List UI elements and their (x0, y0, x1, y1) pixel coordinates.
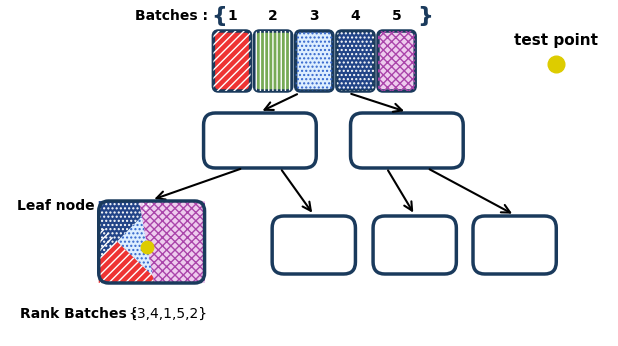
Text: 5: 5 (392, 9, 402, 23)
Text: 3: 3 (310, 9, 319, 23)
FancyBboxPatch shape (373, 216, 456, 274)
FancyBboxPatch shape (203, 113, 316, 168)
Text: test point: test point (514, 34, 598, 48)
FancyBboxPatch shape (99, 201, 205, 283)
Text: Batches :: Batches : (135, 9, 208, 23)
Text: Rank Batches :: Rank Batches : (20, 307, 137, 321)
FancyBboxPatch shape (295, 31, 333, 91)
Polygon shape (99, 224, 160, 283)
FancyBboxPatch shape (255, 31, 292, 91)
Text: Leaf node: Leaf node (17, 199, 95, 213)
FancyBboxPatch shape (378, 31, 415, 91)
FancyBboxPatch shape (337, 31, 374, 91)
FancyBboxPatch shape (350, 113, 464, 168)
FancyBboxPatch shape (272, 216, 355, 274)
Text: {3,4,1,5,2}: {3,4,1,5,2} (128, 307, 207, 321)
Text: }: } (417, 6, 433, 26)
Polygon shape (99, 201, 157, 260)
Text: 2: 2 (268, 9, 278, 23)
Text: 4: 4 (350, 9, 360, 23)
FancyBboxPatch shape (473, 216, 556, 274)
Text: 1: 1 (227, 9, 237, 23)
Polygon shape (139, 201, 205, 283)
Text: {: { (211, 6, 227, 26)
FancyBboxPatch shape (213, 31, 251, 91)
